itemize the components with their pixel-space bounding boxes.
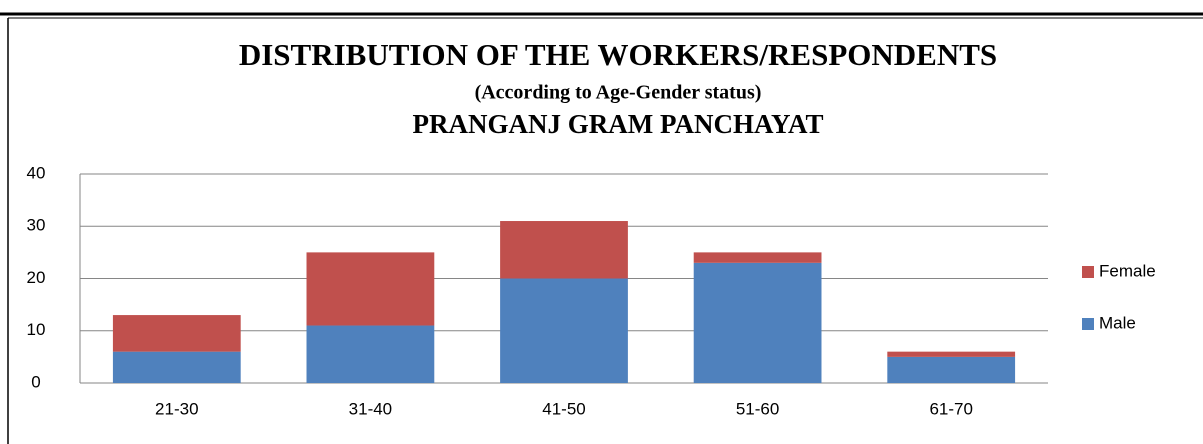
y-tick-label: 30 bbox=[27, 216, 46, 235]
y-tick-label: 20 bbox=[27, 268, 46, 287]
bar bbox=[306, 325, 435, 383]
bar bbox=[500, 278, 628, 383]
chart-subtitle: (According to Age-Gender status) bbox=[475, 82, 762, 104]
bar bbox=[887, 356, 1016, 383]
bar bbox=[500, 221, 628, 279]
x-tick-label: 21-30 bbox=[155, 399, 198, 418]
y-tick-label: 10 bbox=[27, 320, 46, 339]
legend-label: Male bbox=[1099, 313, 1136, 332]
bar bbox=[887, 351, 1016, 357]
legend-label: Female bbox=[1099, 261, 1156, 280]
x-tick-label: 31-40 bbox=[349, 399, 392, 418]
y-tick-label: 40 bbox=[27, 163, 46, 182]
chart-title: DISTRIBUTION OF THE WORKERS/RESPONDENTS bbox=[239, 37, 997, 72]
bar bbox=[112, 315, 241, 352]
y-tick-label: 0 bbox=[31, 372, 40, 391]
x-tick-label: 61-70 bbox=[929, 399, 972, 418]
chart-subtitle: PRANGANJ GRAM PANCHAYAT bbox=[413, 109, 824, 139]
bar bbox=[112, 351, 241, 383]
bar bbox=[693, 252, 822, 263]
x-tick-label: 51-60 bbox=[736, 399, 779, 418]
legend-swatch bbox=[1082, 318, 1094, 330]
x-tick-label: 41-50 bbox=[542, 399, 585, 418]
bar bbox=[693, 262, 822, 383]
legend-swatch bbox=[1082, 266, 1094, 278]
bar bbox=[306, 252, 435, 326]
